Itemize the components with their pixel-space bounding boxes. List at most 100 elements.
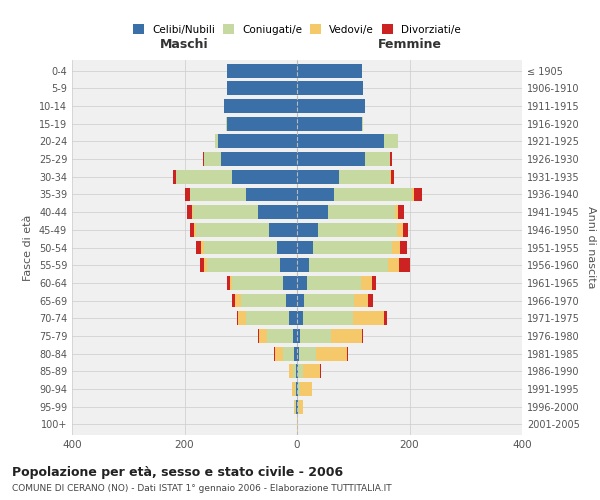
Bar [365, 152, 390, 166]
Bar [300, 329, 331, 343]
Bar [297, 99, 365, 113]
Bar [218, 134, 297, 148]
Bar [368, 294, 373, 308]
Bar [196, 223, 269, 236]
Bar [355, 294, 368, 308]
Bar [400, 240, 407, 254]
Bar [192, 205, 193, 219]
Bar [207, 258, 280, 272]
Bar [297, 418, 298, 432]
Bar [384, 312, 387, 325]
Bar [190, 188, 247, 202]
Bar [400, 258, 409, 272]
Bar [297, 240, 313, 254]
Bar [295, 382, 296, 396]
Bar [241, 294, 286, 308]
Bar [193, 205, 257, 219]
Bar [395, 205, 398, 219]
Bar [319, 223, 397, 236]
Bar [397, 223, 403, 236]
Bar [297, 82, 364, 95]
Bar [292, 382, 295, 396]
Text: Popolazione per età, sesso e stato civile - 2006: Popolazione per età, sesso e stato civil… [12, 466, 343, 479]
Bar [202, 240, 204, 254]
Bar [372, 276, 376, 290]
Bar [247, 188, 297, 202]
Bar [283, 276, 297, 290]
Bar [294, 346, 297, 360]
Bar [297, 205, 328, 219]
Bar [295, 400, 296, 413]
Bar [362, 329, 364, 343]
Bar [221, 152, 297, 166]
Text: Femmine: Femmine [377, 38, 442, 51]
Bar [353, 312, 384, 325]
Bar [259, 329, 267, 343]
Bar [269, 223, 297, 236]
Bar [403, 223, 409, 236]
Bar [227, 82, 297, 95]
Bar [297, 346, 299, 360]
Bar [293, 329, 297, 343]
Bar [257, 205, 297, 219]
Text: COMUNE DI CERANO (NO) - Dati ISTAT 1° gennaio 2006 - Elaborazione TUTTITALIA.IT: COMUNE DI CERANO (NO) - Dati ISTAT 1° ge… [12, 484, 392, 493]
Bar [187, 205, 192, 219]
Y-axis label: Fasce di età: Fasce di età [23, 214, 33, 280]
Bar [289, 312, 297, 325]
Bar [237, 312, 238, 325]
Bar [297, 258, 310, 272]
Bar [298, 364, 302, 378]
Bar [224, 99, 297, 113]
Bar [298, 382, 301, 396]
Bar [280, 258, 297, 272]
Bar [304, 294, 355, 308]
Bar [227, 64, 297, 78]
Bar [297, 134, 384, 148]
Bar [267, 329, 293, 343]
Bar [200, 258, 204, 272]
Bar [232, 170, 297, 183]
Bar [388, 258, 400, 272]
Bar [316, 346, 347, 360]
Bar [299, 400, 303, 413]
Bar [232, 276, 283, 290]
Bar [297, 170, 339, 183]
Bar [296, 364, 297, 378]
Bar [310, 258, 388, 272]
Bar [384, 134, 398, 148]
Bar [391, 170, 394, 183]
Bar [301, 382, 311, 396]
Bar [398, 205, 404, 219]
Bar [302, 364, 320, 378]
Bar [297, 276, 307, 290]
Bar [283, 346, 294, 360]
Bar [414, 188, 422, 202]
Bar [297, 294, 304, 308]
Bar [313, 240, 392, 254]
Bar [204, 240, 277, 254]
Text: Maschi: Maschi [160, 38, 209, 51]
Bar [289, 364, 293, 378]
Bar [412, 188, 414, 202]
Bar [392, 240, 400, 254]
Bar [204, 258, 207, 272]
Bar [293, 364, 296, 378]
Bar [238, 312, 247, 325]
Bar [194, 223, 196, 236]
Y-axis label: Anni di nascita: Anni di nascita [586, 206, 596, 289]
Bar [391, 152, 392, 166]
Bar [185, 188, 190, 202]
Bar [362, 117, 363, 130]
Bar [361, 276, 372, 290]
Bar [307, 276, 361, 290]
Bar [299, 346, 316, 360]
Bar [328, 205, 395, 219]
Bar [277, 240, 297, 254]
Bar [297, 117, 362, 130]
Bar [247, 312, 289, 325]
Bar [297, 64, 362, 78]
Bar [298, 400, 299, 413]
Bar [176, 170, 232, 183]
Bar [334, 188, 412, 202]
Bar [215, 134, 218, 148]
